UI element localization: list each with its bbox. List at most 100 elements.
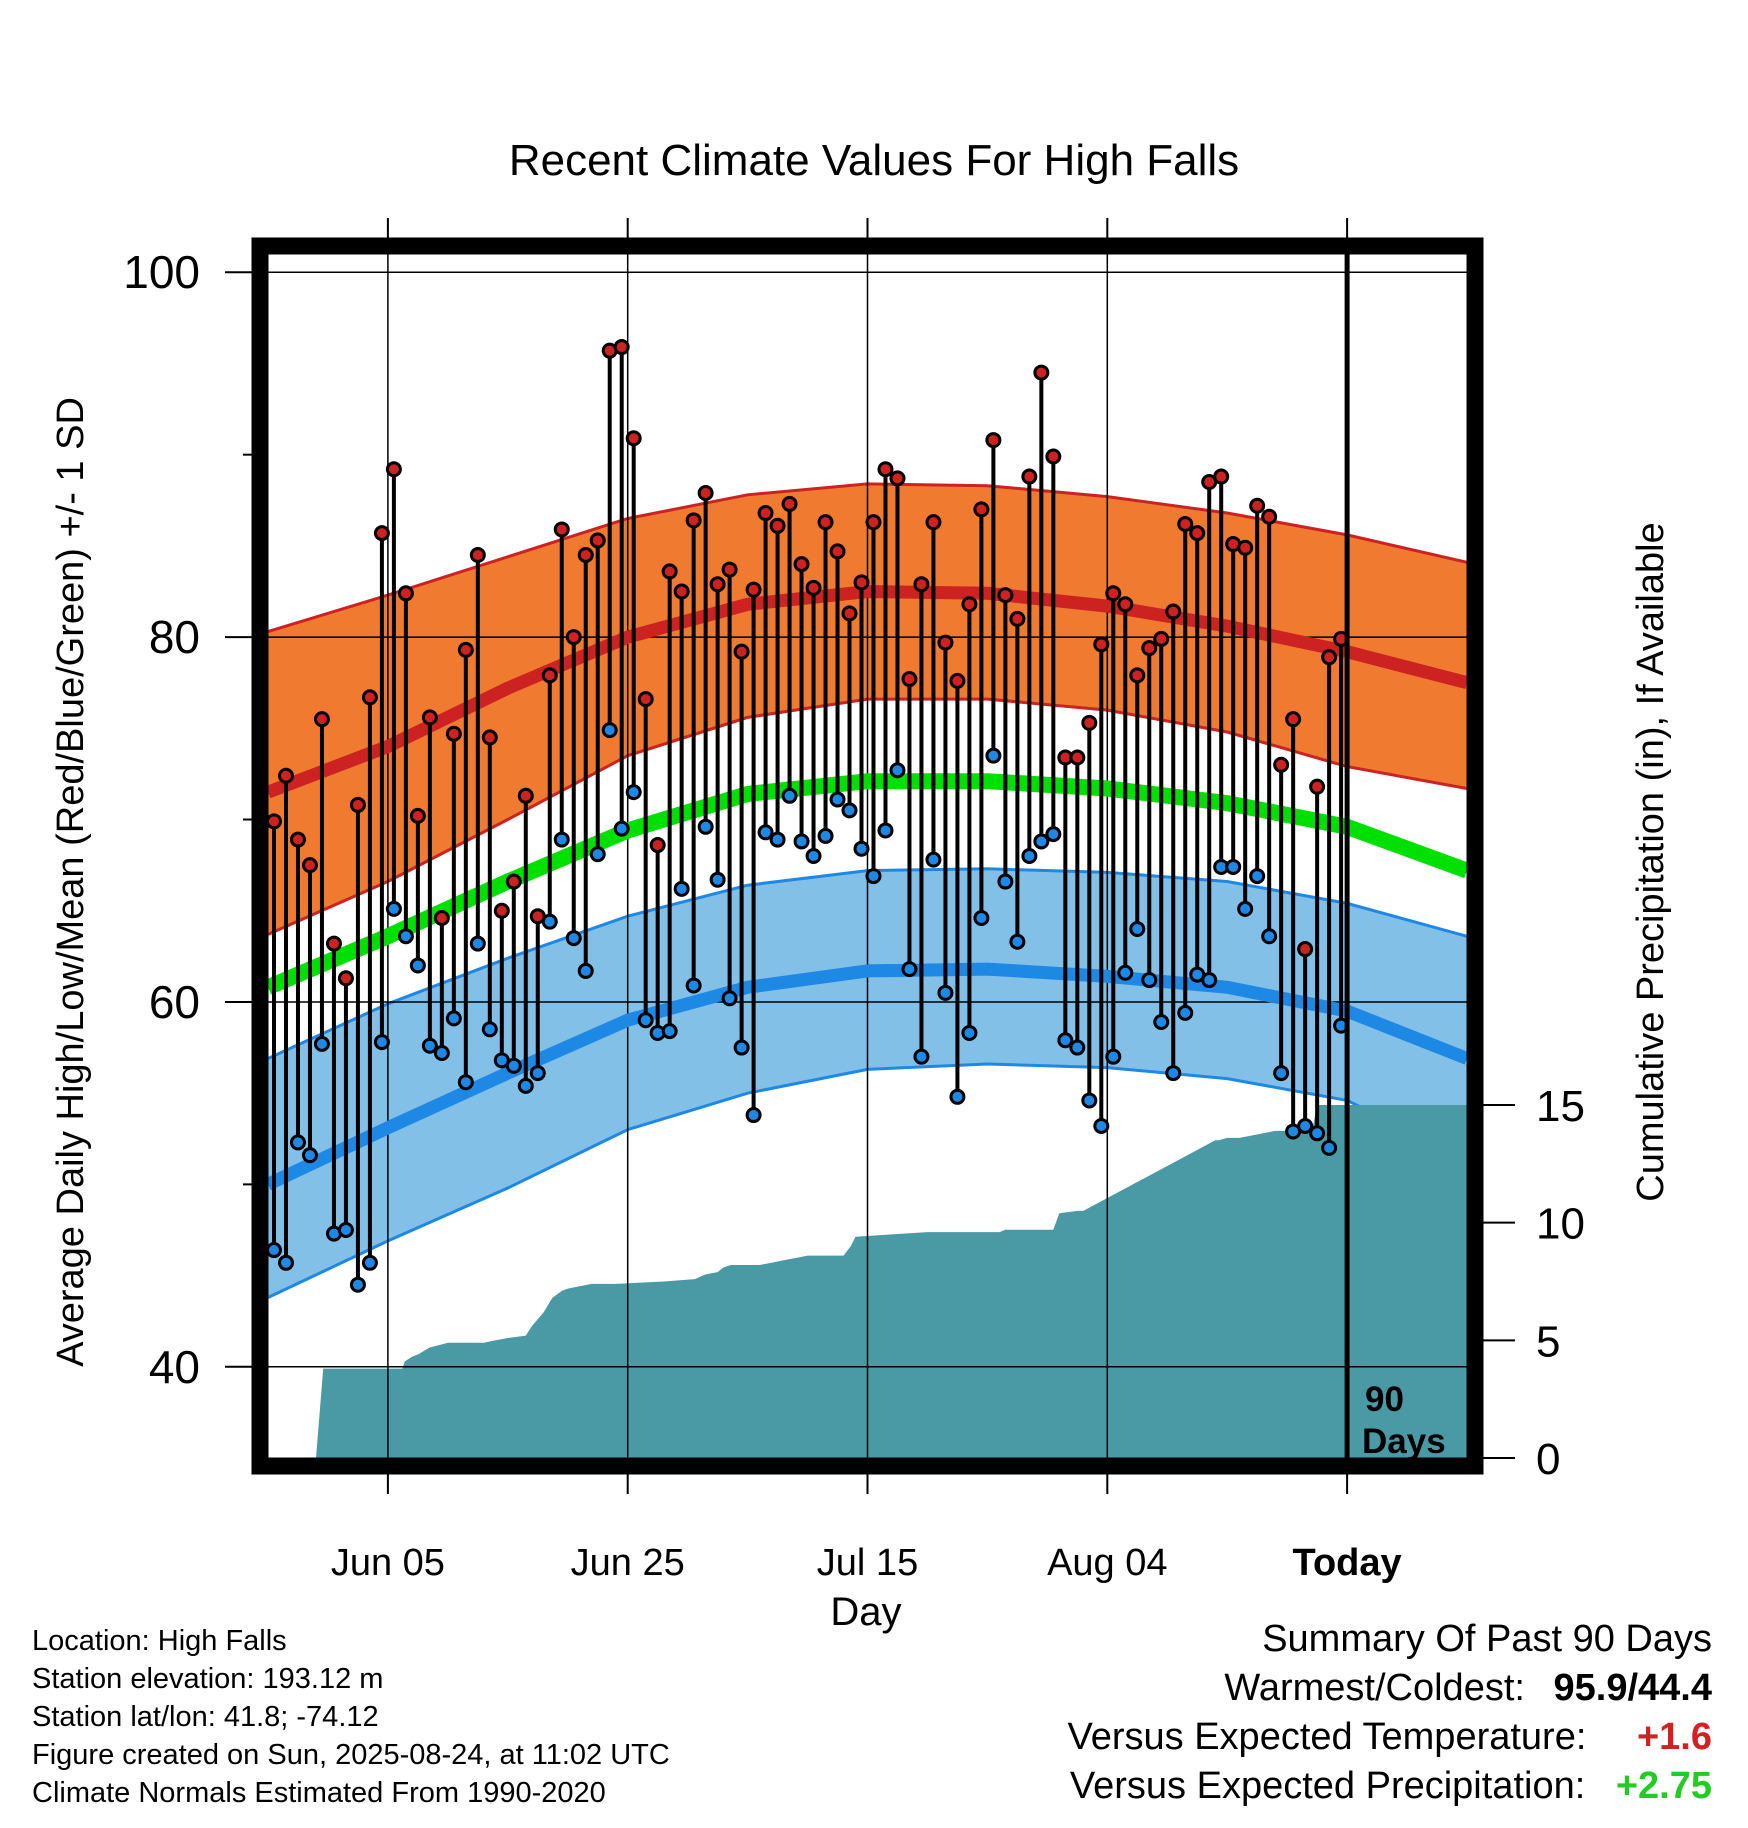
daily-low-point [517, 1077, 534, 1094]
daily-low-point [625, 784, 642, 801]
daily-low-point [721, 990, 738, 1007]
daily-low-point [1297, 1117, 1314, 1134]
temp-tick-label: 80 [149, 611, 200, 663]
daily-low-point [529, 1065, 546, 1082]
daily-high-point [409, 807, 426, 824]
daily-high-point [781, 495, 798, 512]
daily-high-point [1213, 468, 1230, 485]
daily-low-point [433, 1045, 450, 1062]
daily-low-point [589, 846, 606, 863]
daily-high-point [1105, 585, 1122, 602]
daily-high-point [589, 532, 606, 549]
today-annotation-days-word: Days [1362, 1422, 1446, 1461]
daily-low-point [409, 957, 426, 974]
daily-high-point [733, 643, 750, 660]
latlon-text: Station lat/lon: 41.8; -74.12 [32, 1701, 379, 1733]
daily-high-point [541, 667, 558, 684]
daily-high-point [889, 470, 906, 487]
daily-low-point [733, 1039, 750, 1056]
daily-high-point [361, 689, 378, 706]
daily-high-point [493, 902, 510, 919]
precip-tick-label: 5 [1536, 1317, 1560, 1366]
daily-high-point [1237, 539, 1254, 556]
daily-high-point [385, 461, 402, 478]
daily-high-point [961, 596, 978, 613]
daily-low-point [337, 1221, 354, 1238]
summary-warmest-coldest: Warmest/Coldest: 95.9/44.4 [1224, 1667, 1712, 1710]
daily-high-point [1129, 667, 1146, 684]
x-tick-label: Today [1293, 1542, 1402, 1584]
daily-low-point [361, 1254, 378, 1271]
temperature-axis: 40 60 80 100 [123, 246, 252, 1393]
precip-tick-label: 0 [1536, 1435, 1560, 1484]
daily-high-point [901, 671, 918, 688]
daily-low-point [301, 1147, 318, 1164]
daily-high-point [1249, 497, 1266, 514]
daily-high-point [433, 910, 450, 927]
temp-tick-label: 100 [123, 246, 200, 298]
daily-high-point [1165, 603, 1182, 620]
x-axis-label: Day [830, 1590, 901, 1634]
daily-high-point [745, 581, 762, 598]
daily-low-point [373, 1034, 390, 1051]
daily-high-point [1033, 364, 1050, 381]
daily-range-stems [271, 347, 1344, 1285]
temp-tick-label: 60 [149, 976, 200, 1028]
normals-text: Climate Normals Estimated From 1990-2020 [32, 1777, 606, 1809]
daily-high-point [817, 514, 834, 531]
x-tick-label: Aug 04 [1047, 1542, 1167, 1584]
daily-low-point [613, 820, 630, 837]
daily-low-point [481, 1021, 498, 1038]
daily-low-point [925, 851, 942, 868]
daily-low-point [577, 962, 594, 979]
daily-low-point [661, 1023, 678, 1040]
summary-heading: Summary Of Past 90 Days [1262, 1618, 1712, 1660]
temperature-anomaly-value: +1.6 [1636, 1716, 1712, 1758]
daily-high-point [829, 543, 846, 560]
daily-low-point [1249, 868, 1266, 885]
daily-high-point [985, 432, 1002, 449]
daily-high-point [1177, 515, 1194, 532]
daily-high-point [625, 430, 642, 447]
daily-high-point [1009, 610, 1026, 627]
daily-high-point [301, 857, 318, 874]
daily-low-point [1141, 972, 1158, 989]
location-text: Location: High Falls [32, 1625, 287, 1657]
daily-high-point [1069, 749, 1086, 766]
temperature-label: Versus Expected Temperature: [1067, 1716, 1587, 1758]
daily-high-point [649, 837, 666, 854]
daily-low-point [445, 1010, 462, 1027]
daily-high-point [673, 583, 690, 600]
daily-low-point [1153, 1014, 1170, 1031]
daily-high-point [1273, 756, 1290, 773]
daily-low-point [793, 833, 810, 850]
precipitation-anomaly-value: +2.75 [1615, 1765, 1712, 1807]
daily-high-point [769, 517, 786, 534]
daily-low-point [349, 1276, 366, 1293]
daily-high-point [1117, 596, 1134, 613]
daily-low-point [805, 848, 822, 864]
daily-low-point [313, 1035, 330, 1052]
daily-low-point [457, 1074, 474, 1091]
warmest-coldest-label: Warmest/Coldest: [1224, 1667, 1525, 1709]
daily-high-point [337, 970, 354, 987]
daily-high-point [373, 525, 390, 542]
daily-high-point [1045, 448, 1062, 465]
daily-low-point [265, 1242, 282, 1259]
station-info: Location: High Falls Station elevation: … [32, 1622, 670, 1812]
daily-low-point [1321, 1139, 1338, 1156]
x-tick-label: Jun 25 [571, 1542, 685, 1584]
daily-low-point [781, 787, 798, 804]
daily-low-point [997, 873, 1014, 890]
daily-low-point [397, 928, 414, 945]
daily-high-point [457, 641, 474, 658]
chart-title: Recent Climate Values For High Falls [509, 136, 1239, 185]
daily-high-point [1081, 714, 1098, 731]
daily-high-point [421, 709, 438, 726]
daily-low-point [1225, 858, 1242, 875]
daily-low-point [469, 935, 486, 952]
daily-low-point [1237, 900, 1254, 917]
daily-high-point [313, 711, 330, 728]
warmest-coldest-value: 95.9/44.4 [1553, 1667, 1712, 1709]
daily-low-point [829, 791, 846, 808]
